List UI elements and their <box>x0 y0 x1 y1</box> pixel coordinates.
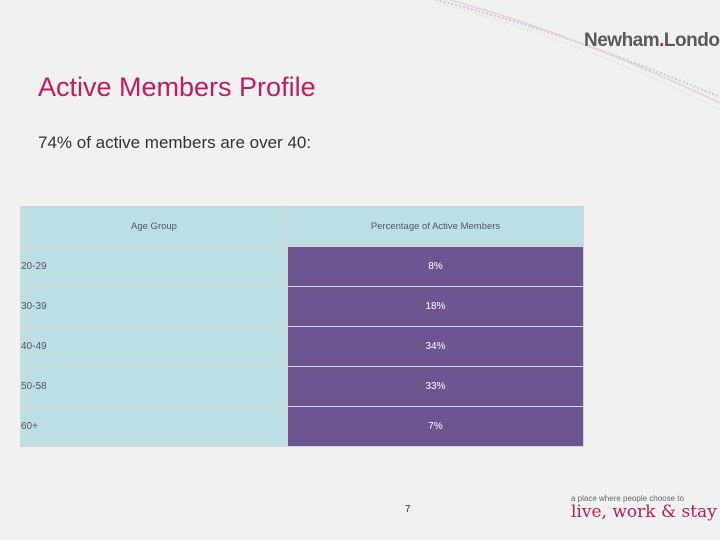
percentage-cell: 34% <box>287 326 584 367</box>
age-cell: 20-29 <box>20 246 288 287</box>
percentage-cell: 18% <box>287 286 584 327</box>
table-row: 20-29 8% <box>20 246 584 287</box>
percentage-cell: 8% <box>287 246 584 287</box>
age-cell: 60+ <box>20 406 288 447</box>
decorative-swoosh <box>435 0 720 111</box>
slide-title: Active Members Profile <box>38 72 316 102</box>
age-profile-table: Age Group Percentage of Active Members 2… <box>20 206 584 447</box>
newham-london-logo: Newham.London <box>584 30 720 52</box>
tagline-small: a place where people choose to <box>571 494 684 503</box>
logo-part-newham: Newham <box>584 30 660 51</box>
logo-separator: . <box>659 30 664 51</box>
age-cell: 40-49 <box>20 326 288 367</box>
header-age-group: Age Group <box>20 206 288 247</box>
age-cell: 50-58 <box>20 366 288 407</box>
age-cell: 30-39 <box>20 286 288 327</box>
table-row: 60+ 7% <box>20 406 584 447</box>
percentage-cell: 33% <box>287 366 584 407</box>
logo-part-london: London <box>663 30 720 51</box>
table-row: 30-39 18% <box>20 286 584 327</box>
table-row: 50-58 33% <box>20 366 584 407</box>
page-number: 7 <box>405 504 411 515</box>
tagline-big: live, work & stay <box>571 502 717 522</box>
header-percentage: Percentage of Active Members <box>287 206 584 247</box>
table-header-row: Age Group Percentage of Active Members <box>20 206 584 247</box>
table-row: 40-49 34% <box>20 326 584 367</box>
percentage-cell: 7% <box>287 406 584 447</box>
slide-subtitle: 74% of active members are over 40: <box>38 133 312 152</box>
